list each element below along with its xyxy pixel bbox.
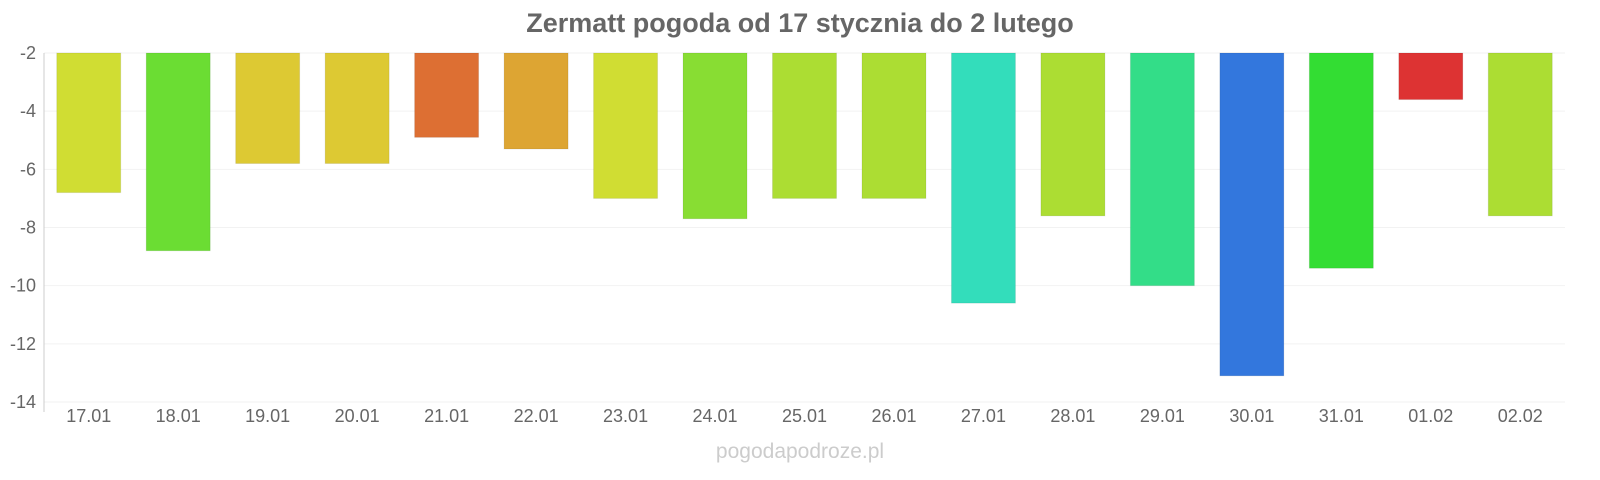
y-tick-label: -6 — [20, 159, 36, 179]
y-tick-label: -2 — [20, 43, 36, 63]
bar-01.02[interactable] — [1398, 52, 1464, 101]
x-tick-label: 28.01 — [1050, 406, 1095, 426]
bar-28.01[interactable] — [1040, 52, 1106, 217]
chart-title: Zermatt pogoda od 17 stycznia do 2 luteg… — [526, 8, 1074, 38]
x-tick-label: 02.02 — [1498, 406, 1543, 426]
y-tick-label: -10 — [10, 276, 36, 296]
x-tick-label: 17.01 — [66, 406, 111, 426]
bar-30.01[interactable] — [1219, 52, 1285, 377]
bar-02.02[interactable] — [1487, 52, 1553, 217]
x-tick-label: 27.01 — [961, 406, 1006, 426]
y-tick-label: -8 — [20, 218, 36, 238]
bar-29.01[interactable] — [1129, 52, 1195, 287]
bar-20.01[interactable] — [324, 52, 390, 165]
x-tick-label: 22.01 — [514, 406, 559, 426]
bar-24.01[interactable] — [682, 52, 748, 220]
x-tick-label: 19.01 — [245, 406, 290, 426]
x-tick-label: 01.02 — [1408, 406, 1453, 426]
bar-27.01[interactable] — [950, 52, 1016, 304]
watermark-credit: pogodapodroze.pl — [715, 440, 885, 463]
x-tick-label: 30.01 — [1229, 406, 1274, 426]
y-tick-label: -14 — [10, 392, 36, 412]
bar-22.01[interactable] — [503, 52, 569, 150]
bar-18.01[interactable] — [145, 52, 211, 252]
bar-21.01[interactable] — [414, 52, 480, 138]
x-tick-label: 20.01 — [335, 406, 380, 426]
x-tick-label: 23.01 — [603, 406, 648, 426]
bar-17.01[interactable] — [56, 52, 122, 194]
x-tick-label: 24.01 — [693, 406, 738, 426]
y-tick-label: -4 — [20, 101, 36, 121]
bar-25.01[interactable] — [772, 52, 837, 199]
bar-19.01[interactable] — [235, 52, 301, 165]
bar-23.01[interactable] — [593, 52, 659, 199]
x-tick-label: 25.01 — [782, 406, 827, 426]
bar-31.01[interactable] — [1308, 52, 1374, 269]
x-tick-label: 29.01 — [1140, 406, 1185, 426]
x-tick-label: 18.01 — [156, 406, 201, 426]
x-tick-label: 26.01 — [871, 406, 916, 426]
x-tick-label: 31.01 — [1319, 406, 1364, 426]
y-tick-label: -12 — [10, 334, 36, 354]
bar-26.01[interactable] — [861, 52, 927, 199]
x-tick-label: 21.01 — [424, 406, 469, 426]
